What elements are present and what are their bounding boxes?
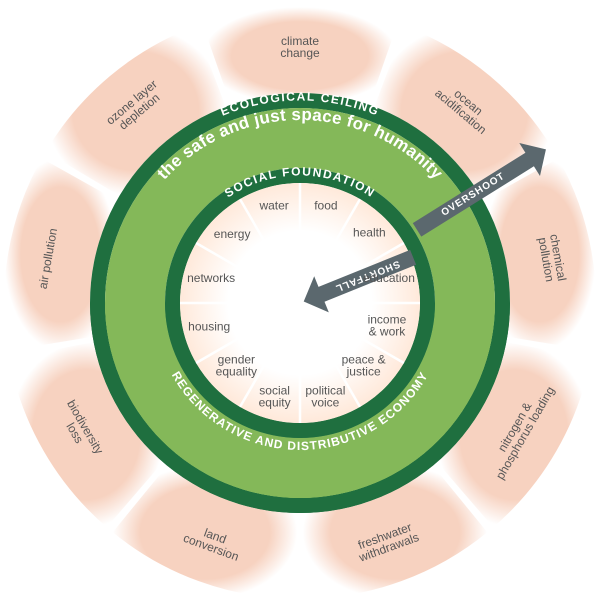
inner-item-label: genderequality — [216, 353, 257, 379]
inner-item-label: housing — [188, 320, 230, 334]
inner-item-label: peace &justice — [342, 353, 386, 379]
inner-item-label: socialequity — [259, 384, 291, 410]
inner-item-label: health — [353, 226, 386, 240]
inner-item-label: energy — [214, 227, 251, 241]
inner-item-label: education — [363, 271, 415, 285]
inner-item-label: networks — [187, 271, 235, 285]
doughnut-diagram: OVERSHOOTSHORTFALLECOLOGICAL CEILINGSOCI… — [0, 0, 600, 606]
inner-item-label: water — [258, 199, 288, 213]
inner-item-label: food — [314, 199, 337, 213]
outer-item-label: climatechange — [280, 34, 320, 60]
inner-item-label: income& work — [368, 312, 407, 338]
